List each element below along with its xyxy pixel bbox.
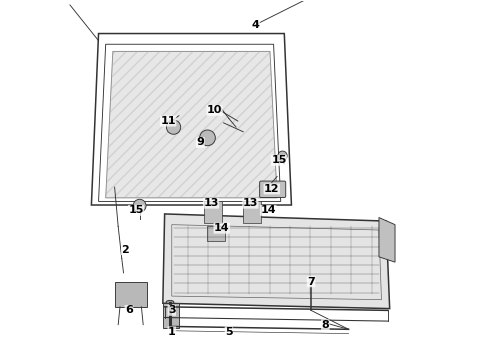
Circle shape [278,151,287,160]
Polygon shape [207,226,225,241]
Text: 14: 14 [214,223,230,233]
Text: 2: 2 [122,245,129,255]
Circle shape [133,199,146,212]
Text: 8: 8 [321,320,329,330]
Text: 13: 13 [203,198,219,208]
Polygon shape [379,217,395,262]
Polygon shape [115,282,147,307]
Text: 11: 11 [160,116,176,126]
Polygon shape [204,202,222,223]
Text: 5: 5 [225,327,233,337]
FancyBboxPatch shape [260,181,286,198]
Text: 14: 14 [260,205,276,215]
Circle shape [199,130,215,146]
Text: 3: 3 [168,305,175,315]
Text: 6: 6 [125,305,133,315]
Polygon shape [243,202,261,223]
Text: 15: 15 [128,205,144,215]
Text: 10: 10 [207,105,222,115]
Text: 12: 12 [264,184,279,194]
Ellipse shape [166,300,174,304]
Polygon shape [163,214,390,309]
Text: 7: 7 [307,277,315,287]
Ellipse shape [166,323,174,327]
Text: 1: 1 [168,327,175,337]
Polygon shape [106,51,277,198]
Text: 4: 4 [252,19,260,30]
Text: 15: 15 [271,156,287,165]
Text: 13: 13 [243,198,258,208]
Polygon shape [163,303,179,328]
Circle shape [167,120,181,134]
Text: 9: 9 [196,138,204,148]
